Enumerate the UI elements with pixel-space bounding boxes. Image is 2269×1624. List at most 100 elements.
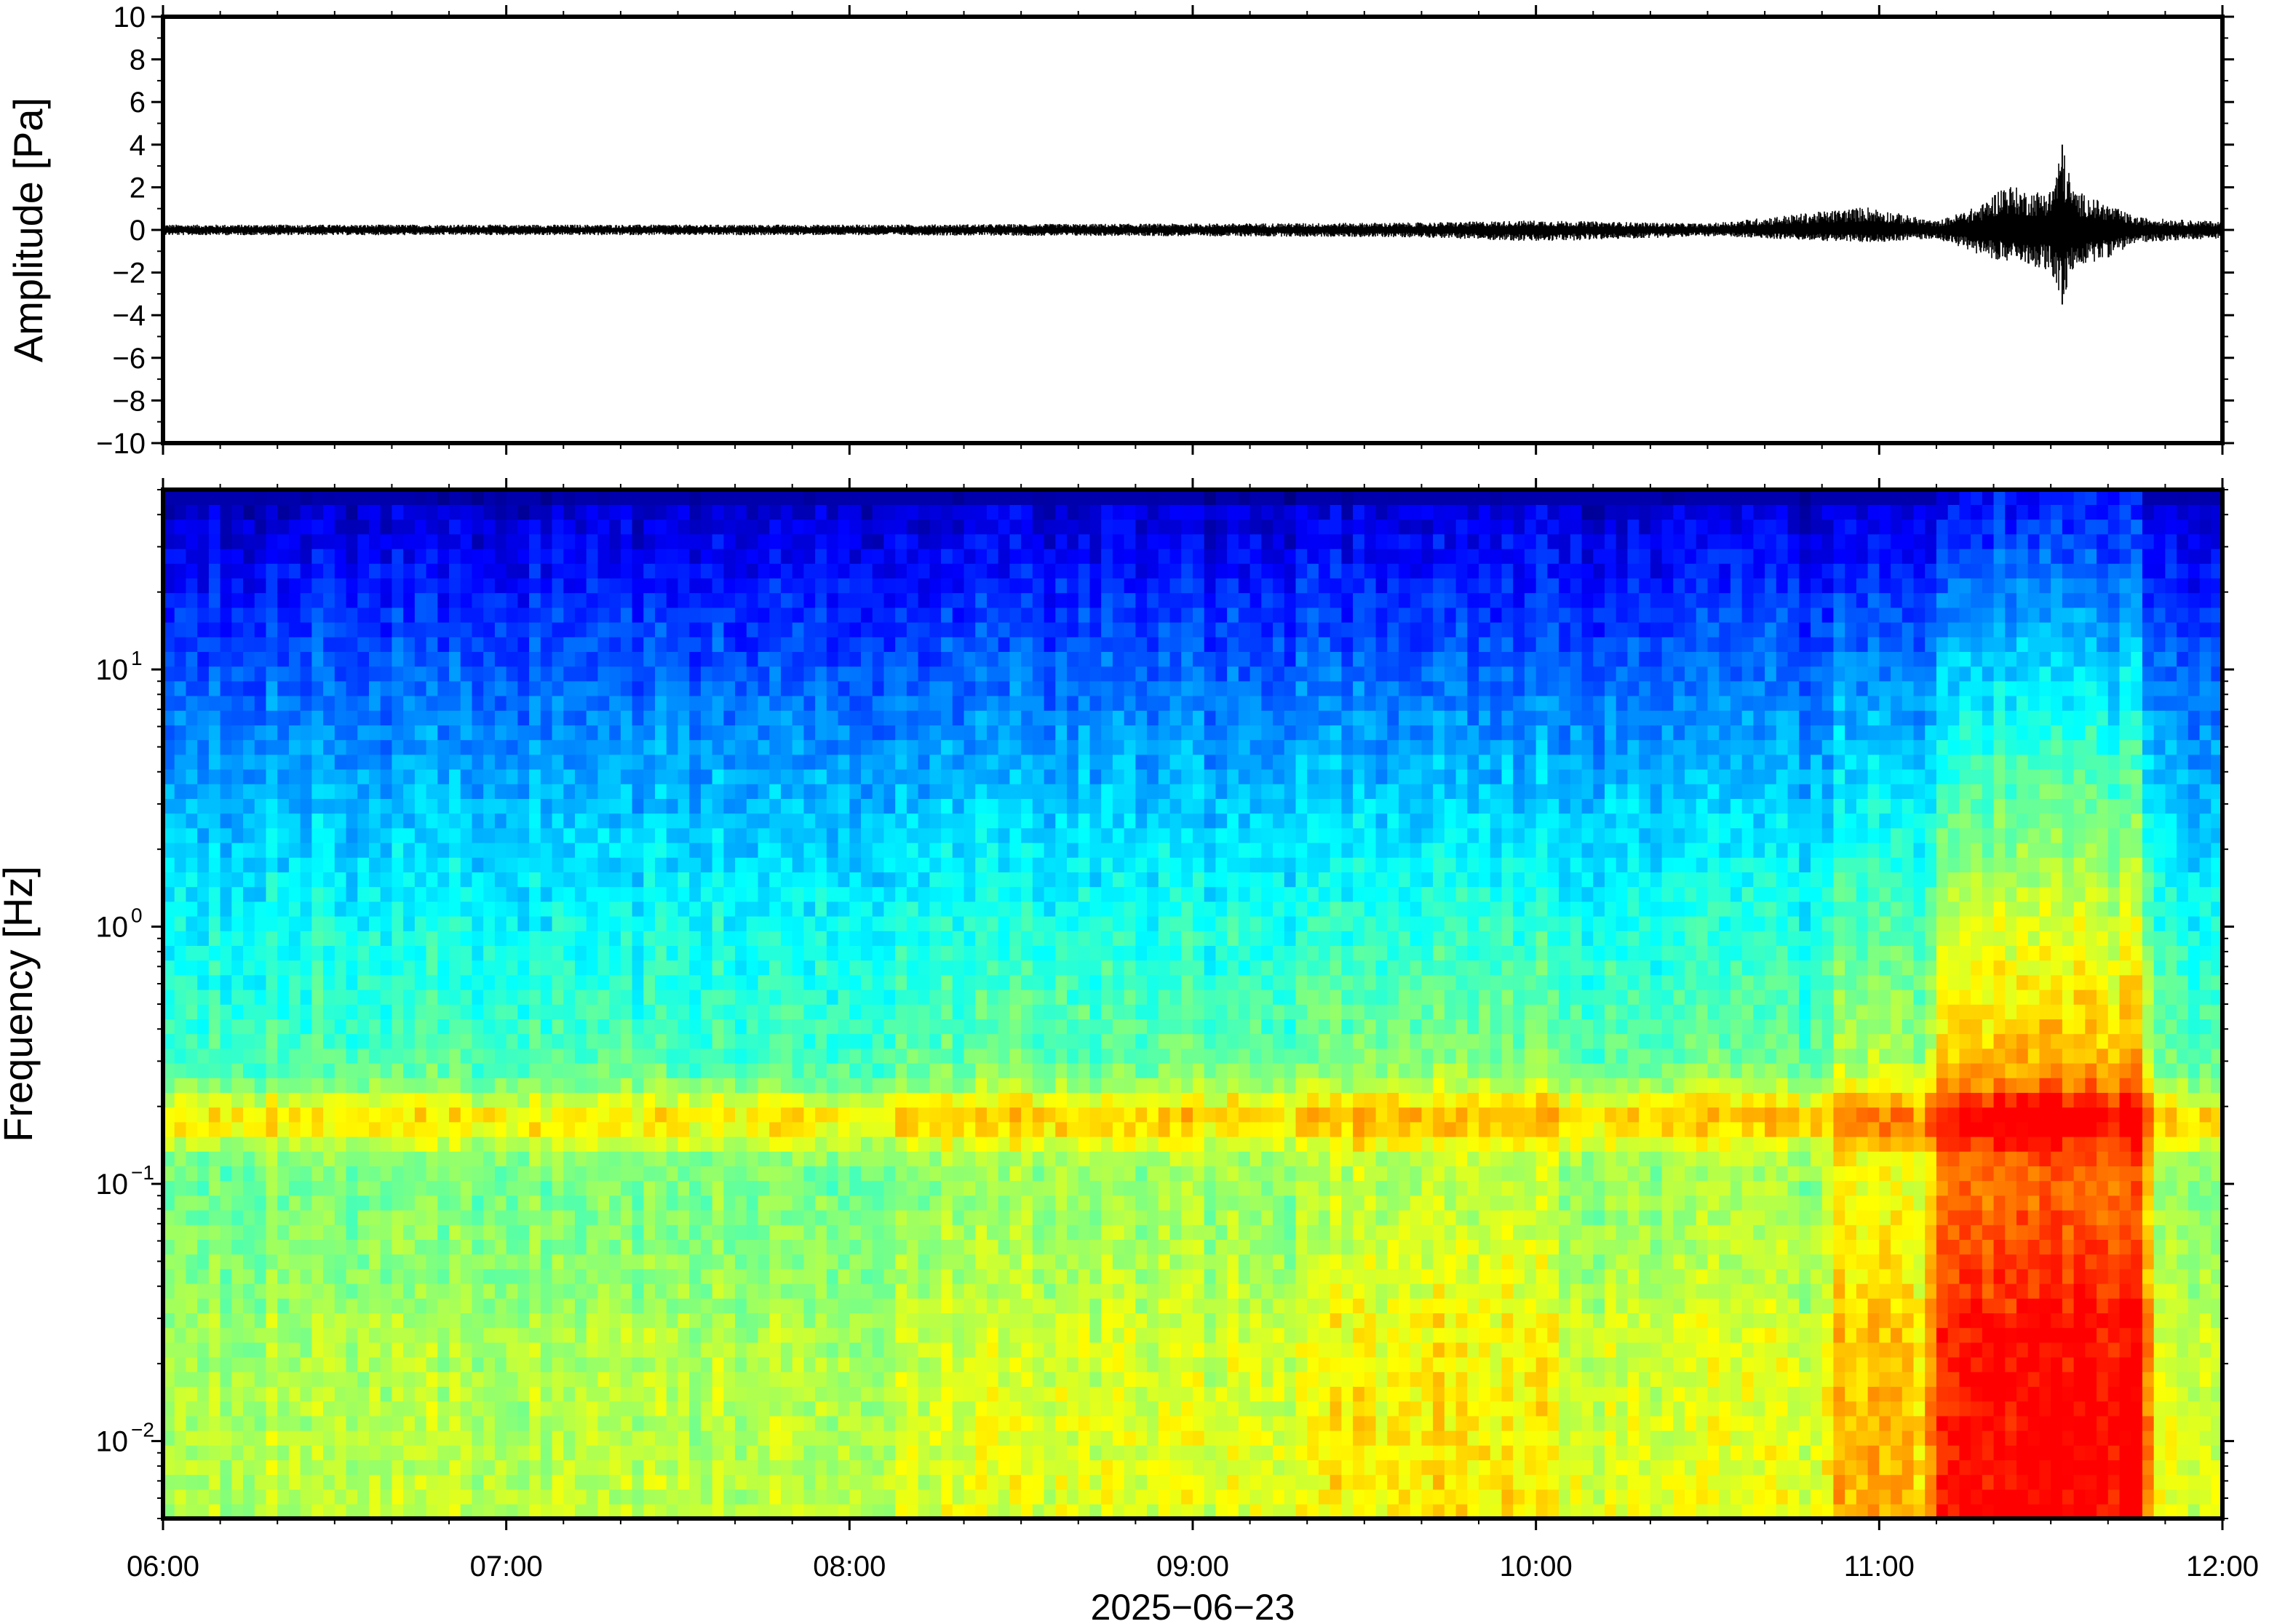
- spectrogram-cell: [266, 607, 279, 623]
- spectrogram-cell: [323, 1489, 335, 1505]
- spectrogram-cell: [632, 1048, 645, 1064]
- spectrogram-cell: [346, 1048, 359, 1064]
- spectrogram-cell: [849, 1268, 862, 1284]
- spectrogram-cell: [403, 1062, 416, 1078]
- spectrogram-cell: [231, 1401, 244, 1417]
- spectrogram-cell: [357, 637, 370, 652]
- spectrogram-cell: [815, 592, 827, 608]
- spectrogram-cell: [506, 739, 519, 755]
- spectrogram-cell: [357, 960, 370, 976]
- spectrogram-cell: [838, 1445, 851, 1460]
- spectrogram-cell: [311, 680, 324, 696]
- spectrogram-cell: [254, 1033, 267, 1049]
- spectrogram-cell: [746, 768, 759, 784]
- spectrogram-cell: [861, 768, 873, 784]
- spectrogram-cell: [792, 1121, 805, 1137]
- waveform-ytick-label: 2: [130, 172, 146, 204]
- spectrogram-cell: [231, 1062, 244, 1078]
- spectrogram-cell: [357, 621, 370, 637]
- spectrogram-cell: [552, 1356, 565, 1372]
- spectrogram-cell: [243, 872, 255, 888]
- spectrogram-cell: [586, 1342, 599, 1358]
- spectrogram-cell: [872, 680, 885, 696]
- spectrogram-cell: [586, 1151, 599, 1166]
- spectrogram-cell: [918, 548, 931, 564]
- spectrogram-cell: [792, 1283, 805, 1299]
- spectrogram-cell: [346, 886, 359, 902]
- spectrogram-cell: [231, 960, 244, 976]
- spectrogram-cell: [254, 1342, 267, 1358]
- spectrogram-cell: [483, 1048, 496, 1064]
- spectrogram-cell: [655, 1033, 667, 1049]
- spectrogram-cell: [792, 1004, 805, 1019]
- spectrogram-cell: [643, 578, 656, 594]
- spectrogram-cell: [380, 1489, 393, 1505]
- spectrogram-cell: [460, 989, 473, 1005]
- spectrogram-cell: [552, 1166, 565, 1182]
- spectrogram-cell: [163, 798, 175, 814]
- spectrogram-cell: [677, 1313, 691, 1329]
- spectrogram-cell: [575, 1386, 587, 1402]
- spectrogram-cell: [826, 989, 839, 1005]
- spectrogram-cell: [323, 710, 335, 725]
- spectrogram-cell: [620, 504, 633, 520]
- spectrogram-cell: [483, 621, 496, 637]
- spectrogram-cell: [311, 842, 324, 858]
- spectrogram-cell: [781, 1445, 793, 1460]
- spectrogram-cell: [163, 901, 175, 917]
- spectrogram-cell: [735, 842, 747, 858]
- spectrogram-cell: [792, 490, 805, 505]
- spectrogram-cell: [254, 1489, 267, 1505]
- spectrogram-cell: [288, 1166, 301, 1182]
- spectrogram-cell: [792, 1372, 805, 1387]
- spectrogram-cell: [883, 592, 897, 608]
- spectrogram-cell: [243, 901, 255, 917]
- spectrogram-cell: [163, 533, 175, 549]
- spectrogram-cell: [895, 1107, 907, 1123]
- spectrogram-cell: [449, 1121, 461, 1137]
- spectrogram-cell: [231, 931, 244, 946]
- spectrogram-cell: [723, 710, 736, 725]
- spectrogram-cell: [540, 563, 553, 578]
- spectrogram-cell: [632, 1166, 645, 1182]
- spectrogram-cell: [632, 1092, 645, 1108]
- spectrogram-cell: [323, 857, 335, 872]
- spectrogram-cell: [186, 548, 198, 564]
- spectrogram-cell: [426, 989, 439, 1005]
- spectrogram-cell: [700, 945, 713, 961]
- spectrogram-cell: [403, 563, 416, 578]
- spectrogram-cell: [826, 1386, 839, 1402]
- spectrogram-cell: [815, 1166, 827, 1182]
- spectrogram-cell: [941, 1195, 953, 1211]
- spectrogram-cell: [712, 1313, 725, 1329]
- spectrogram-cell: [392, 1503, 404, 1519]
- spectrogram-cell: [952, 1195, 965, 1211]
- spectrogram-cell: [266, 1166, 279, 1182]
- spectrogram-cell: [838, 1048, 851, 1064]
- spectrogram-cell: [712, 1268, 725, 1284]
- spectrogram-cell: [494, 945, 507, 961]
- spectrogram-cell: [380, 533, 393, 549]
- spectrogram-cell: [792, 1386, 805, 1402]
- spectrogram-cell: [883, 1062, 897, 1078]
- spectrogram-cell: [517, 989, 530, 1005]
- spectrogram-cell: [883, 1430, 897, 1446]
- spectrogram-cell: [609, 1474, 621, 1490]
- spectrogram-cell: [723, 1283, 736, 1299]
- spectrogram-cell: [163, 872, 175, 888]
- spectrogram-cell: [220, 1166, 233, 1182]
- spectrogram-cell: [392, 915, 404, 931]
- spectrogram-cell: [597, 1166, 610, 1182]
- spectrogram-cell: [906, 931, 919, 946]
- spectrogram-cell: [838, 1239, 851, 1255]
- spectrogram-cell: [815, 842, 827, 858]
- spectrogram-cell: [186, 1474, 198, 1490]
- spectrogram-cell: [655, 666, 667, 682]
- spectrogram-cell: [163, 754, 175, 770]
- spectrogram-cell: [609, 931, 621, 946]
- spectrogram-cell: [346, 1107, 359, 1123]
- spectrogram-cell: [815, 1019, 827, 1035]
- spectrogram-cell: [735, 504, 747, 520]
- spectrogram-cell: [472, 680, 485, 696]
- spectrogram-cell: [517, 754, 530, 770]
